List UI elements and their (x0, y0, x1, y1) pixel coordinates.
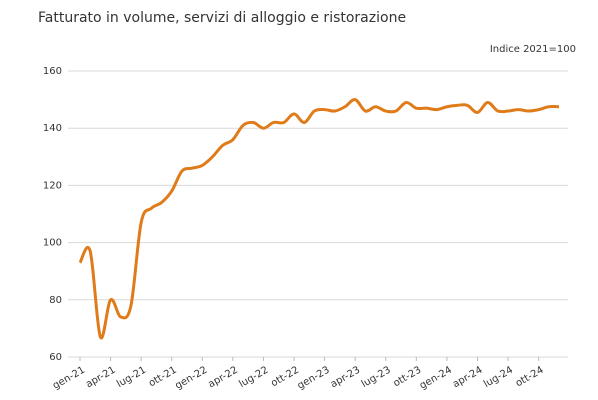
y-tick-label: 80 (49, 295, 62, 306)
y-tick-label: 100 (43, 238, 62, 249)
x-tick-label: gen-22 (173, 365, 209, 392)
x-tick-label: ott-22 (269, 365, 301, 390)
chart-subtitle: Indice 2021=100 (490, 44, 576, 55)
data-line (78, 98, 560, 340)
x-tick-label: apr-24 (451, 365, 484, 391)
x-tick-label: apr-23 (329, 365, 362, 391)
y-tick-label: 120 (43, 180, 62, 191)
x-tick-label: lug-23 (360, 365, 393, 390)
x-tick-label: apr-22 (206, 365, 239, 391)
x-tick-label: gen-24 (418, 365, 454, 392)
y-tick-label: 60 (49, 352, 62, 363)
y-tick-label: 160 (43, 66, 62, 77)
x-tick-label: gen-23 (296, 365, 332, 392)
y-tick-label: 140 (43, 123, 62, 134)
x-tick-label: ott-24 (514, 365, 546, 390)
x-tick-label: apr-21 (84, 365, 117, 391)
x-tick-label: lug-21 (115, 365, 148, 390)
x-tick-label: ott-21 (147, 365, 179, 390)
x-tick-label: gen-21 (51, 365, 87, 392)
x-tick-label: lug-22 (237, 365, 270, 390)
x-tick-label: ott-23 (392, 365, 424, 390)
x-tick-label: lug-24 (482, 365, 515, 390)
chart-title: Fatturato in volume, servizi di alloggio… (38, 10, 406, 26)
